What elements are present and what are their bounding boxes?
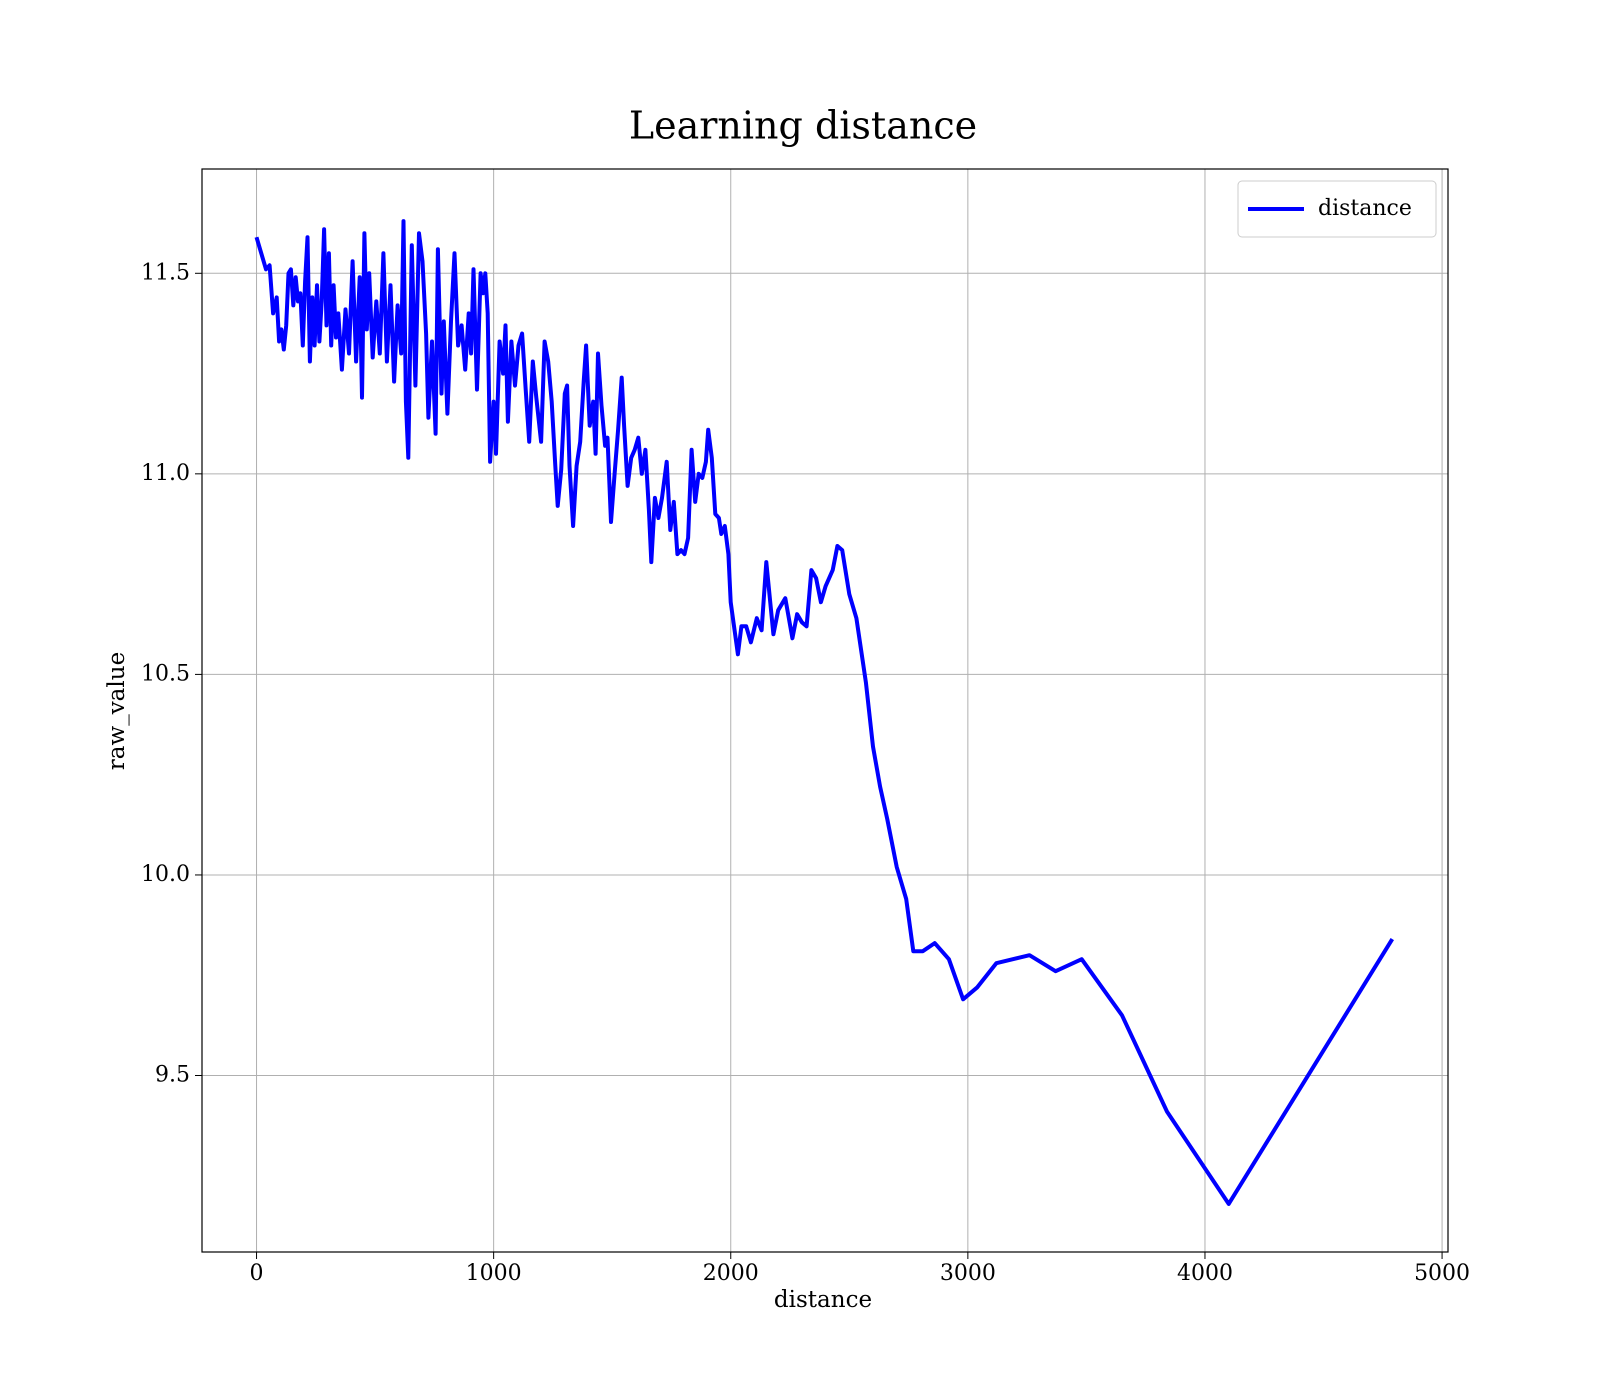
x-tick-label: 5000 (1414, 1261, 1470, 1286)
y-axis-label: raw_value (104, 652, 130, 770)
y-tick-label: 11.5 (141, 260, 190, 285)
x-tick-label: 2000 (703, 1261, 759, 1286)
x-tick-label: 0 (250, 1261, 264, 1286)
chart-title: Learning distance (629, 104, 977, 148)
legend-label: distance (1318, 196, 1412, 221)
legend: distance (1237, 180, 1437, 238)
x-tick-label: 3000 (940, 1261, 996, 1286)
x-axis-label: distance (774, 1287, 872, 1313)
data-line (254, 219, 1395, 1206)
legend-box (1237, 180, 1437, 238)
plot-frame (201, 168, 1449, 1253)
x-tick-label: 1000 (466, 1261, 522, 1286)
y-tick-label: 10.5 (141, 661, 190, 686)
x-tick-label: 4000 (1177, 1261, 1233, 1286)
y-tick-label: 11.0 (141, 461, 190, 486)
y-tick-label: 10.0 (141, 862, 190, 887)
y-tick-label: 9.5 (155, 1063, 190, 1088)
